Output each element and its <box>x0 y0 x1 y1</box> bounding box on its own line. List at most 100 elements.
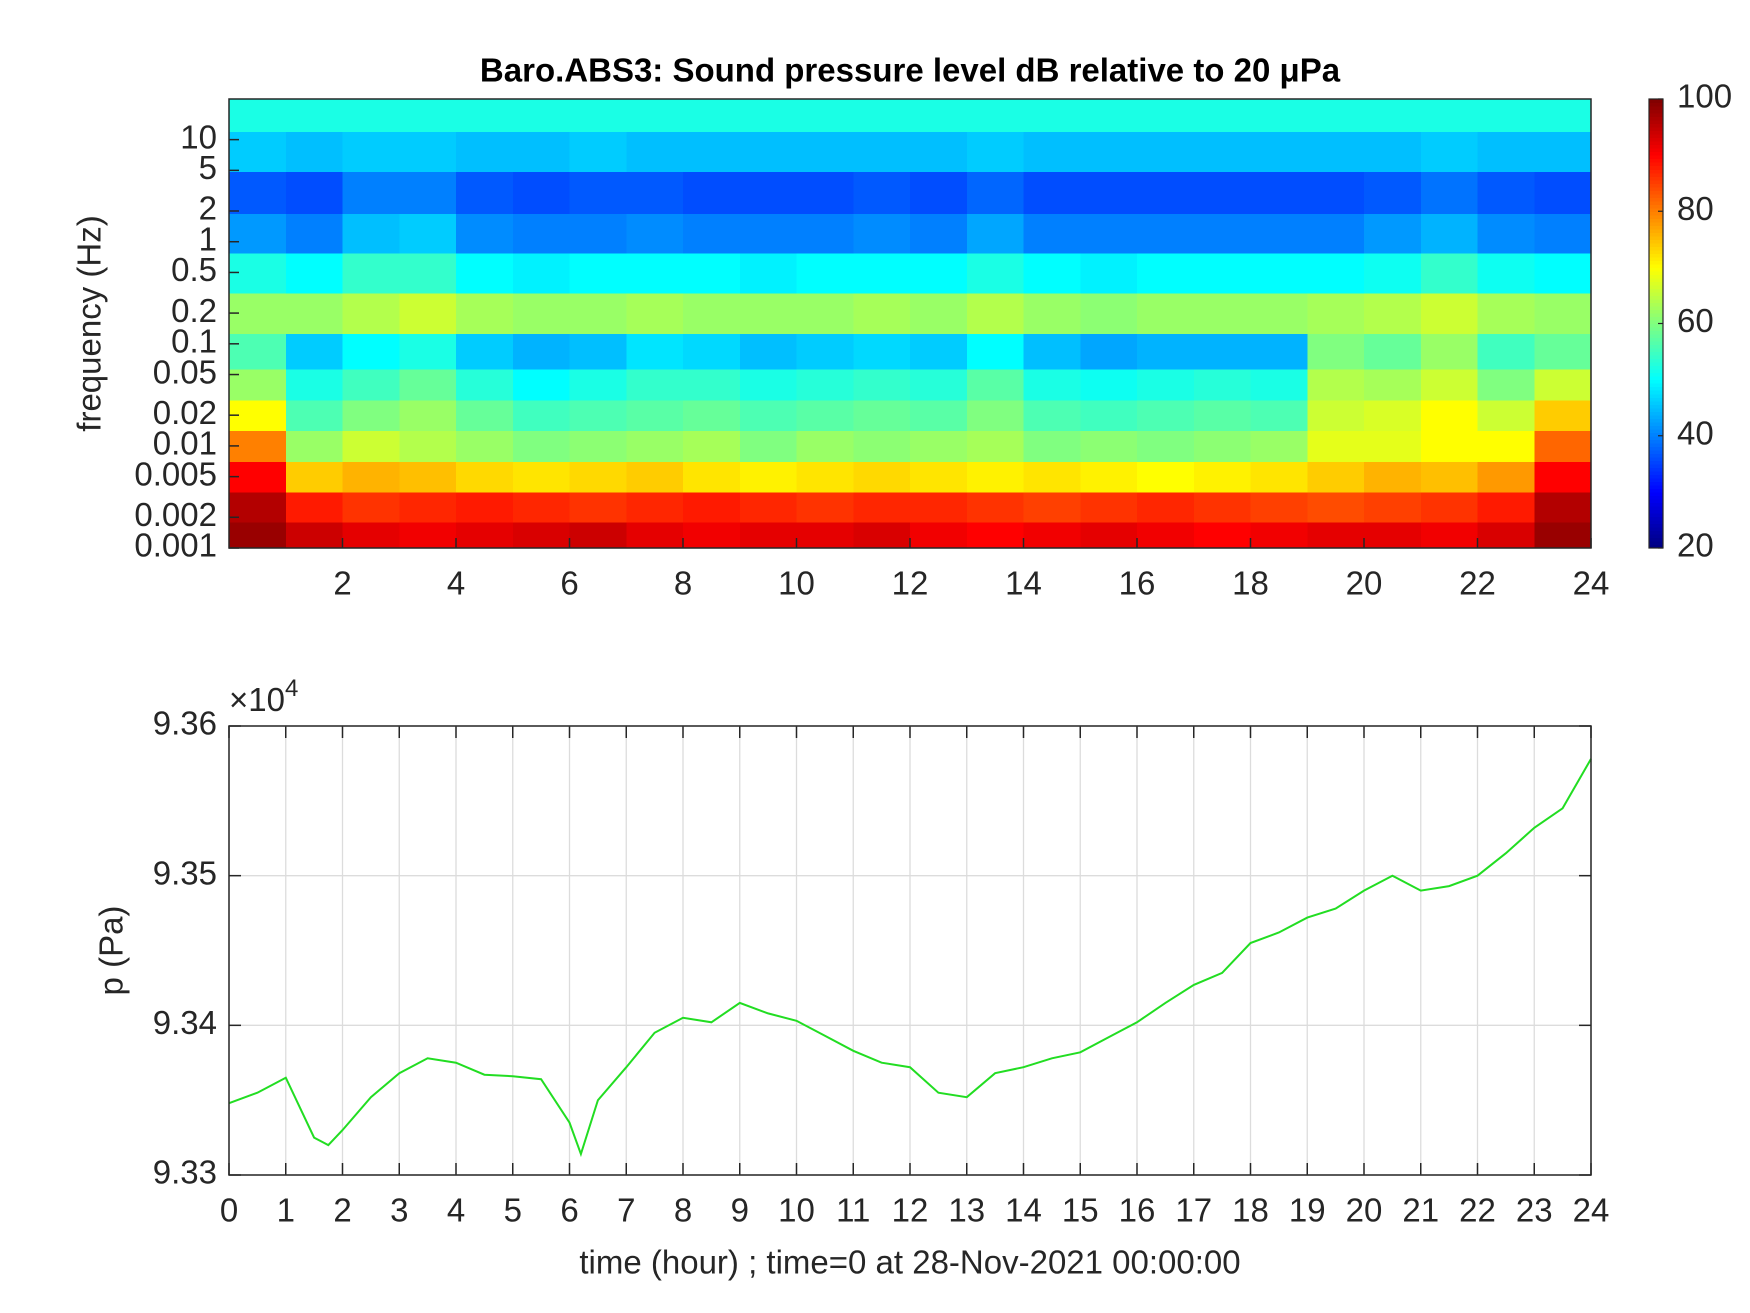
colorbar-swatch <box>1649 204 1663 209</box>
heatmap-cell <box>1364 492 1422 523</box>
heatmap-cell <box>1307 213 1365 254</box>
heatmap-cell <box>910 461 968 493</box>
axes-box <box>228 725 1592 1176</box>
colorbar-swatch <box>1649 526 1663 532</box>
heatmap-cell <box>1137 253 1195 294</box>
colorbar-swatch <box>1649 351 1663 356</box>
heatmap-cell <box>1137 461 1195 493</box>
colorbar-swatch <box>1649 281 1663 286</box>
heatmap-cell <box>1080 521 1138 549</box>
heatmap-cell <box>739 430 797 462</box>
heatmap-cell <box>1477 430 1535 462</box>
y-tick-label: 10 <box>180 118 217 155</box>
heatmap-cell <box>966 461 1024 493</box>
y-tick-label: 0.2 <box>171 292 217 329</box>
heatmap-cell <box>1420 99 1478 133</box>
heatmap-cell <box>569 461 627 493</box>
heatmap-cell <box>626 292 684 334</box>
heatmap-cell <box>910 213 968 254</box>
heatmap-cell <box>399 492 457 523</box>
colorbar-swatch <box>1649 488 1663 493</box>
heatmap-cell <box>1534 171 1592 214</box>
x-tick-label: 10 <box>778 565 815 602</box>
heatmap-cell <box>1364 430 1422 462</box>
heatmap-cell <box>1080 399 1138 432</box>
heatmap-cell <box>1137 492 1195 523</box>
heatmap-cell <box>456 461 514 493</box>
heatmap-cell <box>399 171 457 214</box>
colorbar-swatch <box>1649 334 1663 339</box>
colorbar-swatch <box>1649 505 1663 511</box>
heatmap-cell <box>853 430 911 462</box>
heatmap-cell <box>512 399 570 432</box>
colorbar-tick-label: 20 <box>1677 527 1714 564</box>
heatmap-cell <box>739 369 797 401</box>
heatmap-cell <box>626 253 684 294</box>
heatmap-cell <box>229 333 287 370</box>
heatmap-cell <box>626 492 684 523</box>
heatmap-cell <box>683 99 741 133</box>
heatmap-cell <box>399 399 457 432</box>
heatmap-cell <box>683 399 741 432</box>
heatmap-cell <box>1420 461 1478 493</box>
heatmap-cell <box>1534 399 1592 432</box>
heatmap-cell <box>456 430 514 462</box>
colorbar-swatch <box>1649 316 1663 321</box>
x-tick-label: 4 <box>447 565 465 602</box>
y-tick-label: 0.5 <box>171 251 217 288</box>
heatmap-cell <box>456 171 514 214</box>
heatmap-cell <box>456 369 514 401</box>
colorbar-swatch <box>1649 137 1663 142</box>
heatmap-cell <box>1250 399 1308 432</box>
heatmap-cell <box>399 131 457 172</box>
y-tick-label: 2 <box>199 190 217 227</box>
colorbar-swatch <box>1649 263 1663 268</box>
colorbar-swatch <box>1649 284 1663 290</box>
heatmap-cell <box>853 131 911 172</box>
x-tick-label: 8 <box>674 1192 692 1229</box>
heatmap-cell <box>399 292 457 334</box>
heatmap-cell <box>456 292 514 334</box>
heatmap-cell <box>796 461 854 493</box>
heatmap-cell <box>569 521 627 549</box>
y-tick-label: 5 <box>199 149 217 186</box>
x-tick-label: 23 <box>1516 1192 1553 1229</box>
heatmap-cell <box>739 99 797 133</box>
heatmap-cell <box>1023 521 1081 549</box>
colorbar-swatch <box>1649 474 1663 479</box>
heatmap-cell <box>1420 292 1478 334</box>
x-tick-label: 12 <box>892 565 929 602</box>
heatmap-cell <box>512 292 570 334</box>
heatmap-cell <box>1250 99 1308 133</box>
y-axis-label: p (Pa) <box>93 906 130 996</box>
heatmap-cell <box>285 253 343 294</box>
heatmap-cell <box>683 333 741 370</box>
colorbar-swatch <box>1649 428 1663 433</box>
colorbar-swatch <box>1649 362 1663 367</box>
heatmap-cell <box>683 253 741 294</box>
colorbar-swatch <box>1649 383 1663 388</box>
heatmap-cell <box>966 369 1024 401</box>
heatmap-cell <box>569 430 627 462</box>
heatmap-cell <box>512 131 570 172</box>
colorbar-swatch <box>1649 249 1663 254</box>
colorbar-swatch <box>1649 165 1663 170</box>
colorbar-swatch <box>1649 442 1663 447</box>
colorbar-swatch <box>1649 544 1663 549</box>
heatmap-cell <box>1023 461 1081 493</box>
heatmap-cell <box>1250 430 1308 462</box>
heatmap-cell <box>1080 213 1138 254</box>
heatmap-cell <box>512 430 570 462</box>
colorbar-swatch <box>1649 214 1663 219</box>
heatmap-cell <box>1250 461 1308 493</box>
heatmap-cell <box>1534 521 1592 549</box>
heatmap-cell <box>342 253 400 294</box>
heatmap-cell <box>456 492 514 523</box>
y-tick-label: 0.1 <box>171 323 217 360</box>
colorbar-swatch <box>1649 470 1663 475</box>
heatmap-cell <box>1250 131 1308 172</box>
heatmap-cell <box>1534 461 1592 493</box>
heatmap-cell <box>1250 492 1308 523</box>
heatmap-cell <box>966 333 1024 370</box>
colorbar-swatch <box>1649 162 1663 167</box>
